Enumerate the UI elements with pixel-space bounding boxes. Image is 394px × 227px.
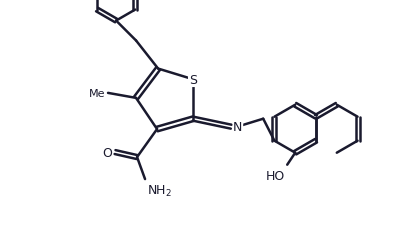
Text: N: N bbox=[233, 121, 243, 134]
Text: NH$_2$: NH$_2$ bbox=[147, 183, 172, 198]
Text: HO: HO bbox=[266, 169, 285, 182]
Text: S: S bbox=[189, 74, 197, 86]
Text: Me: Me bbox=[89, 89, 105, 99]
Text: O: O bbox=[102, 146, 112, 159]
